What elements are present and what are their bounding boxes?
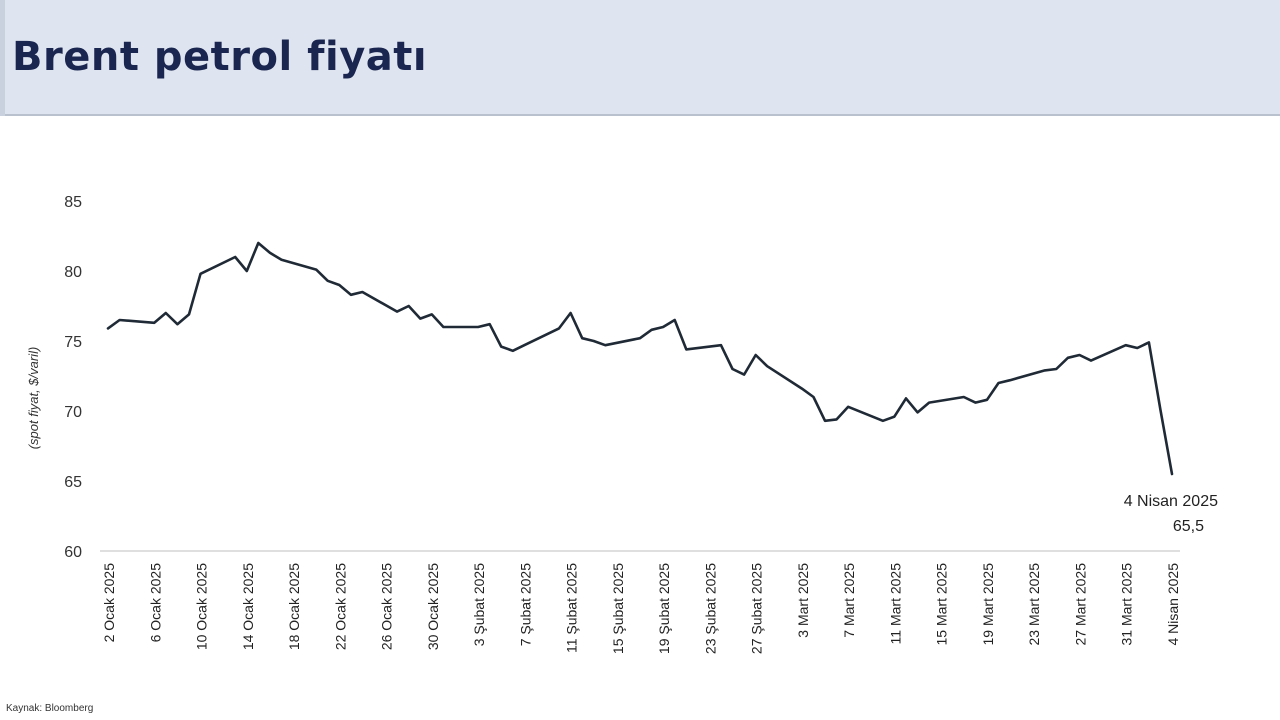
x-tick-label: 3 Mart 2025: [795, 563, 811, 638]
x-tick-label: 7 Mart 2025: [841, 563, 857, 638]
x-tick-label: 14 Ocak 2025: [240, 563, 256, 650]
series-line: [106, 241, 1174, 476]
x-tick-label: 7 Şubat 2025: [517, 563, 533, 647]
x-tick-label: 30 Ocak 2025: [425, 563, 441, 650]
annotation-value: 65,5: [1173, 518, 1204, 535]
y-tick-label: 60: [64, 544, 82, 561]
y-tick-label: 75: [64, 334, 82, 351]
x-tick-label: 6 Ocak 2025: [147, 563, 163, 643]
header-accent: [0, 0, 5, 116]
x-tick-label: 19 Şubat 2025: [656, 563, 672, 654]
annotation-date: 4 Nisan 2025: [1124, 493, 1218, 510]
y-axis-label: (spot fiyat, $/varil): [26, 347, 41, 450]
x-tick-label: 27 Şubat 2025: [749, 563, 765, 654]
y-tick-label: 85: [64, 194, 82, 211]
x-tick-label: 26 Ocak 2025: [379, 563, 395, 650]
x-tick-label: 15 Şubat 2025: [610, 563, 626, 654]
x-tick-label: 11 Mart 2025: [887, 563, 903, 645]
x-tick-label: 18 Ocak 2025: [286, 563, 302, 650]
x-tick-label: 11 Şubat 2025: [564, 563, 580, 653]
x-tick-label: 19 Mart 2025: [980, 563, 996, 646]
x-tick-label: 3 Şubat 2025: [471, 563, 487, 647]
x-tick-label: 4 Nisan 2025: [1165, 563, 1181, 646]
y-tick-label: 70: [64, 404, 82, 421]
header-banner: Brent petrol fiyatı: [0, 0, 1280, 116]
x-tick-label: 2 Ocak 2025: [101, 563, 117, 643]
x-tick-label: 31 Mart 2025: [1119, 563, 1135, 646]
x-tick-label: 23 Mart 2025: [1026, 563, 1042, 646]
x-tick-label: 15 Mart 2025: [934, 563, 950, 646]
x-tick-label: 27 Mart 2025: [1072, 563, 1088, 646]
source-note: Kaynak: Bloomberg: [6, 703, 94, 714]
y-tick-label: 65: [64, 474, 82, 491]
x-tick-label: 22 Ocak 2025: [332, 563, 348, 650]
page-title: Brent petrol fiyatı: [12, 34, 428, 80]
x-tick-label: 23 Şubat 2025: [702, 563, 718, 654]
y-tick-label: 80: [64, 264, 82, 281]
x-tick-label: 10 Ocak 2025: [194, 563, 210, 650]
